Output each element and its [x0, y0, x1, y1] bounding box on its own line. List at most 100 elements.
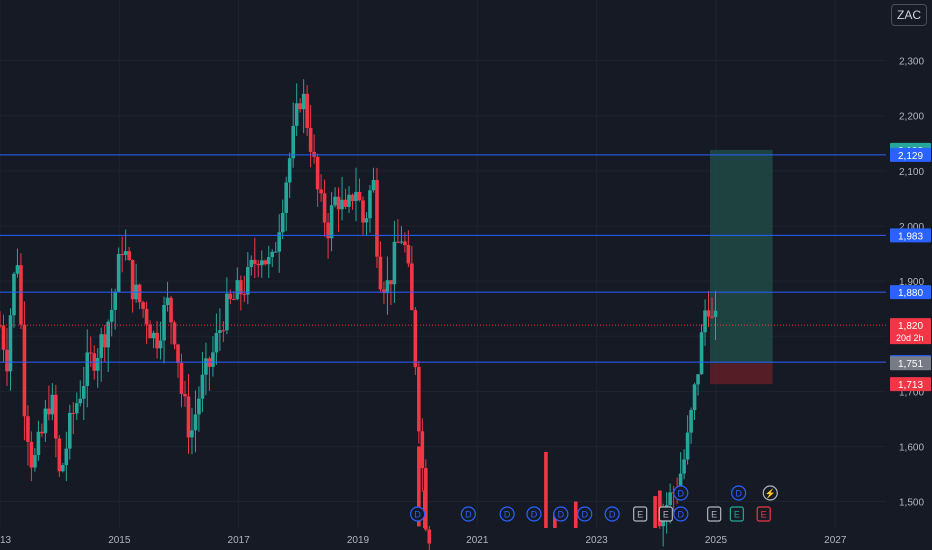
- candle-body: [78, 398, 83, 404]
- candle-body: [315, 156, 320, 190]
- candle-body: [263, 260, 268, 265]
- event-marker-dividend[interactable]: D: [553, 506, 569, 522]
- price-tag-background: [890, 285, 931, 300]
- candle-body: [165, 297, 170, 305]
- candle-body: [382, 289, 386, 294]
- candle-body: [322, 193, 327, 223]
- dividend-marker-letter: D: [558, 510, 565, 520]
- dividend-marker-letter: D: [465, 510, 472, 520]
- candle-body: [40, 431, 44, 434]
- dividend-marker-letter: D: [678, 510, 685, 520]
- event-marker-dividend[interactable]: D: [604, 506, 620, 522]
- candle-body: [12, 273, 16, 316]
- candle-body: [270, 251, 275, 258]
- candle-body: [301, 93, 306, 110]
- candle-body: [427, 529, 432, 544]
- candle-body: [19, 265, 23, 325]
- candle-body: [155, 332, 159, 349]
- dividend-marker-circle: [526, 506, 542, 522]
- event-marker-dividend[interactable]: D: [673, 506, 689, 522]
- earnings-marker-box: [756, 506, 771, 522]
- candle-body: [36, 431, 41, 456]
- event-marker-earnings[interactable]: E: [658, 506, 673, 522]
- candle-body: [291, 125, 295, 159]
- price-tag-background: [890, 356, 931, 371]
- candle-body: [43, 408, 48, 434]
- price-tag-countdown: 20d 2h: [896, 333, 924, 343]
- candle-body: [74, 403, 79, 414]
- dividend-marker-letter: D: [531, 510, 538, 520]
- candle-body: [287, 158, 292, 183]
- candle-body: [183, 393, 187, 397]
- candle-body: [186, 396, 191, 438]
- split-icon: ⚡: [765, 488, 776, 500]
- candle-body: [357, 191, 362, 201]
- candle-body: [692, 384, 697, 411]
- price-tag-label: 1,751: [898, 359, 923, 370]
- event-marker-dividend-upper[interactable]: D: [673, 485, 689, 501]
- event-marker-dividend[interactable]: D: [577, 506, 593, 522]
- price-tag-background: [890, 147, 931, 162]
- x-axis-tick-label: 2021: [466, 535, 489, 546]
- candle-body: [273, 251, 278, 253]
- y-axis-tick-label: 1,700: [899, 387, 924, 398]
- candle-body: [713, 310, 718, 317]
- candle-body: [319, 189, 323, 194]
- earnings-marker-letter: E: [761, 510, 767, 520]
- candle-body: [403, 241, 407, 246]
- candle-body: [102, 334, 107, 348]
- dividend-marker-circle: [460, 506, 476, 522]
- candle-body: [200, 374, 205, 399]
- event-marker-dividend-upper[interactable]: D: [731, 485, 747, 501]
- candle-body: [33, 455, 37, 468]
- symbol-badge[interactable]: ZAC: [891, 4, 927, 26]
- candle-body: [329, 205, 334, 239]
- y-axis-tick-label: 2,300: [899, 57, 924, 68]
- candle-body: [88, 352, 93, 354]
- earnings-marker-box: [633, 506, 648, 522]
- price-tag-background: [890, 318, 931, 345]
- candle-body: [364, 218, 369, 223]
- event-marker-dividend[interactable]: D: [410, 506, 426, 522]
- candle-body: [417, 367, 421, 432]
- event-marker-dividend[interactable]: D: [460, 506, 476, 522]
- candle-body: [123, 251, 128, 255]
- candle-body: [703, 310, 707, 333]
- candle-body: [190, 430, 194, 438]
- event-marker-earnings-green[interactable]: E: [729, 506, 744, 522]
- event-marker-earnings[interactable]: E: [707, 506, 722, 522]
- candle-body: [544, 451, 548, 528]
- event-marker-earnings-red[interactable]: E: [756, 506, 771, 522]
- dividend-marker-circle: [553, 506, 569, 522]
- candle-body: [162, 304, 166, 341]
- price-tag-label: 2,129: [898, 151, 923, 162]
- price-tag-label: 1,820: [898, 321, 923, 332]
- y-axis-tick-label: 2,200: [899, 112, 924, 123]
- candle-body: [678, 473, 683, 494]
- event-marker-dividend[interactable]: D: [499, 506, 515, 522]
- candle-body: [211, 352, 215, 367]
- dividend-marker-circle: [499, 506, 515, 522]
- candle-body: [340, 199, 344, 210]
- candle-body: [298, 103, 302, 110]
- candle-body: [653, 496, 657, 528]
- dividend-marker-circle: [731, 485, 747, 501]
- candle-body: [246, 267, 250, 295]
- candle-body: [176, 344, 180, 363]
- candle-body: [1, 325, 6, 350]
- event-marker-split-upper[interactable]: ⚡: [762, 485, 778, 501]
- stop-zone: [709, 363, 773, 385]
- event-marker-dividend[interactable]: D: [526, 506, 542, 522]
- candle-body: [336, 196, 341, 210]
- x-axis-tick-label: 2019: [347, 535, 370, 546]
- candle-body: [22, 324, 27, 417]
- candle-body: [204, 358, 208, 375]
- candle-body: [228, 293, 233, 300]
- y-axis-tick-label: 1,600: [899, 442, 924, 453]
- candle-body: [137, 284, 142, 303]
- candle-body: [410, 263, 414, 311]
- event-marker-earnings[interactable]: E: [633, 506, 648, 522]
